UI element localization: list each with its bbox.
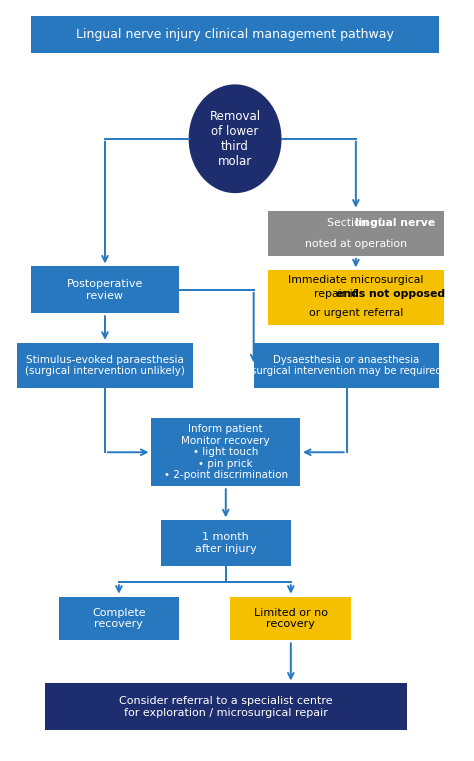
- Text: or urgent referral: or urgent referral: [309, 307, 403, 317]
- Text: Removal
of lower
third
molar: Removal of lower third molar: [210, 110, 261, 167]
- FancyBboxPatch shape: [31, 16, 439, 53]
- Text: 1 month
after injury: 1 month after injury: [195, 532, 256, 554]
- FancyBboxPatch shape: [31, 266, 179, 314]
- Text: Dysaesthesia or anaesthesia
(surgical intervention may be required): Dysaesthesia or anaesthesia (surgical in…: [247, 355, 446, 376]
- Text: noted at operation: noted at operation: [305, 239, 407, 249]
- FancyBboxPatch shape: [45, 683, 407, 731]
- Text: Immediate microsurgical: Immediate microsurgical: [288, 275, 424, 285]
- Text: lingual nerve: lingual nerve: [355, 218, 436, 228]
- Text: Postoperative
review: Postoperative review: [67, 279, 143, 301]
- FancyBboxPatch shape: [58, 597, 179, 640]
- FancyBboxPatch shape: [268, 211, 444, 256]
- Text: Consider referral to a specialist centre
for exploration / microsurgical repair: Consider referral to a specialist centre…: [119, 696, 333, 718]
- Text: Limited or no
recovery: Limited or no recovery: [254, 608, 328, 629]
- FancyBboxPatch shape: [17, 342, 193, 388]
- FancyBboxPatch shape: [254, 342, 439, 388]
- FancyBboxPatch shape: [230, 597, 351, 640]
- FancyBboxPatch shape: [152, 419, 300, 486]
- FancyBboxPatch shape: [161, 521, 291, 565]
- FancyBboxPatch shape: [268, 270, 444, 325]
- Text: Stimulus-evoked paraesthesia
(surgical intervention unlikely): Stimulus-evoked paraesthesia (surgical i…: [25, 355, 185, 376]
- Text: Complete
recovery: Complete recovery: [92, 608, 146, 629]
- Text: Section of: Section of: [327, 218, 385, 228]
- Ellipse shape: [189, 84, 282, 193]
- Text: Inform patient
Monitor recovery
• light touch
• pin prick
• 2-point discriminati: Inform patient Monitor recovery • light …: [164, 424, 288, 480]
- Text: Lingual nerve injury clinical management pathway: Lingual nerve injury clinical management…: [76, 28, 394, 41]
- Text: ends not opposed: ends not opposed: [336, 289, 445, 299]
- Text: repair if: repair if: [314, 289, 356, 299]
